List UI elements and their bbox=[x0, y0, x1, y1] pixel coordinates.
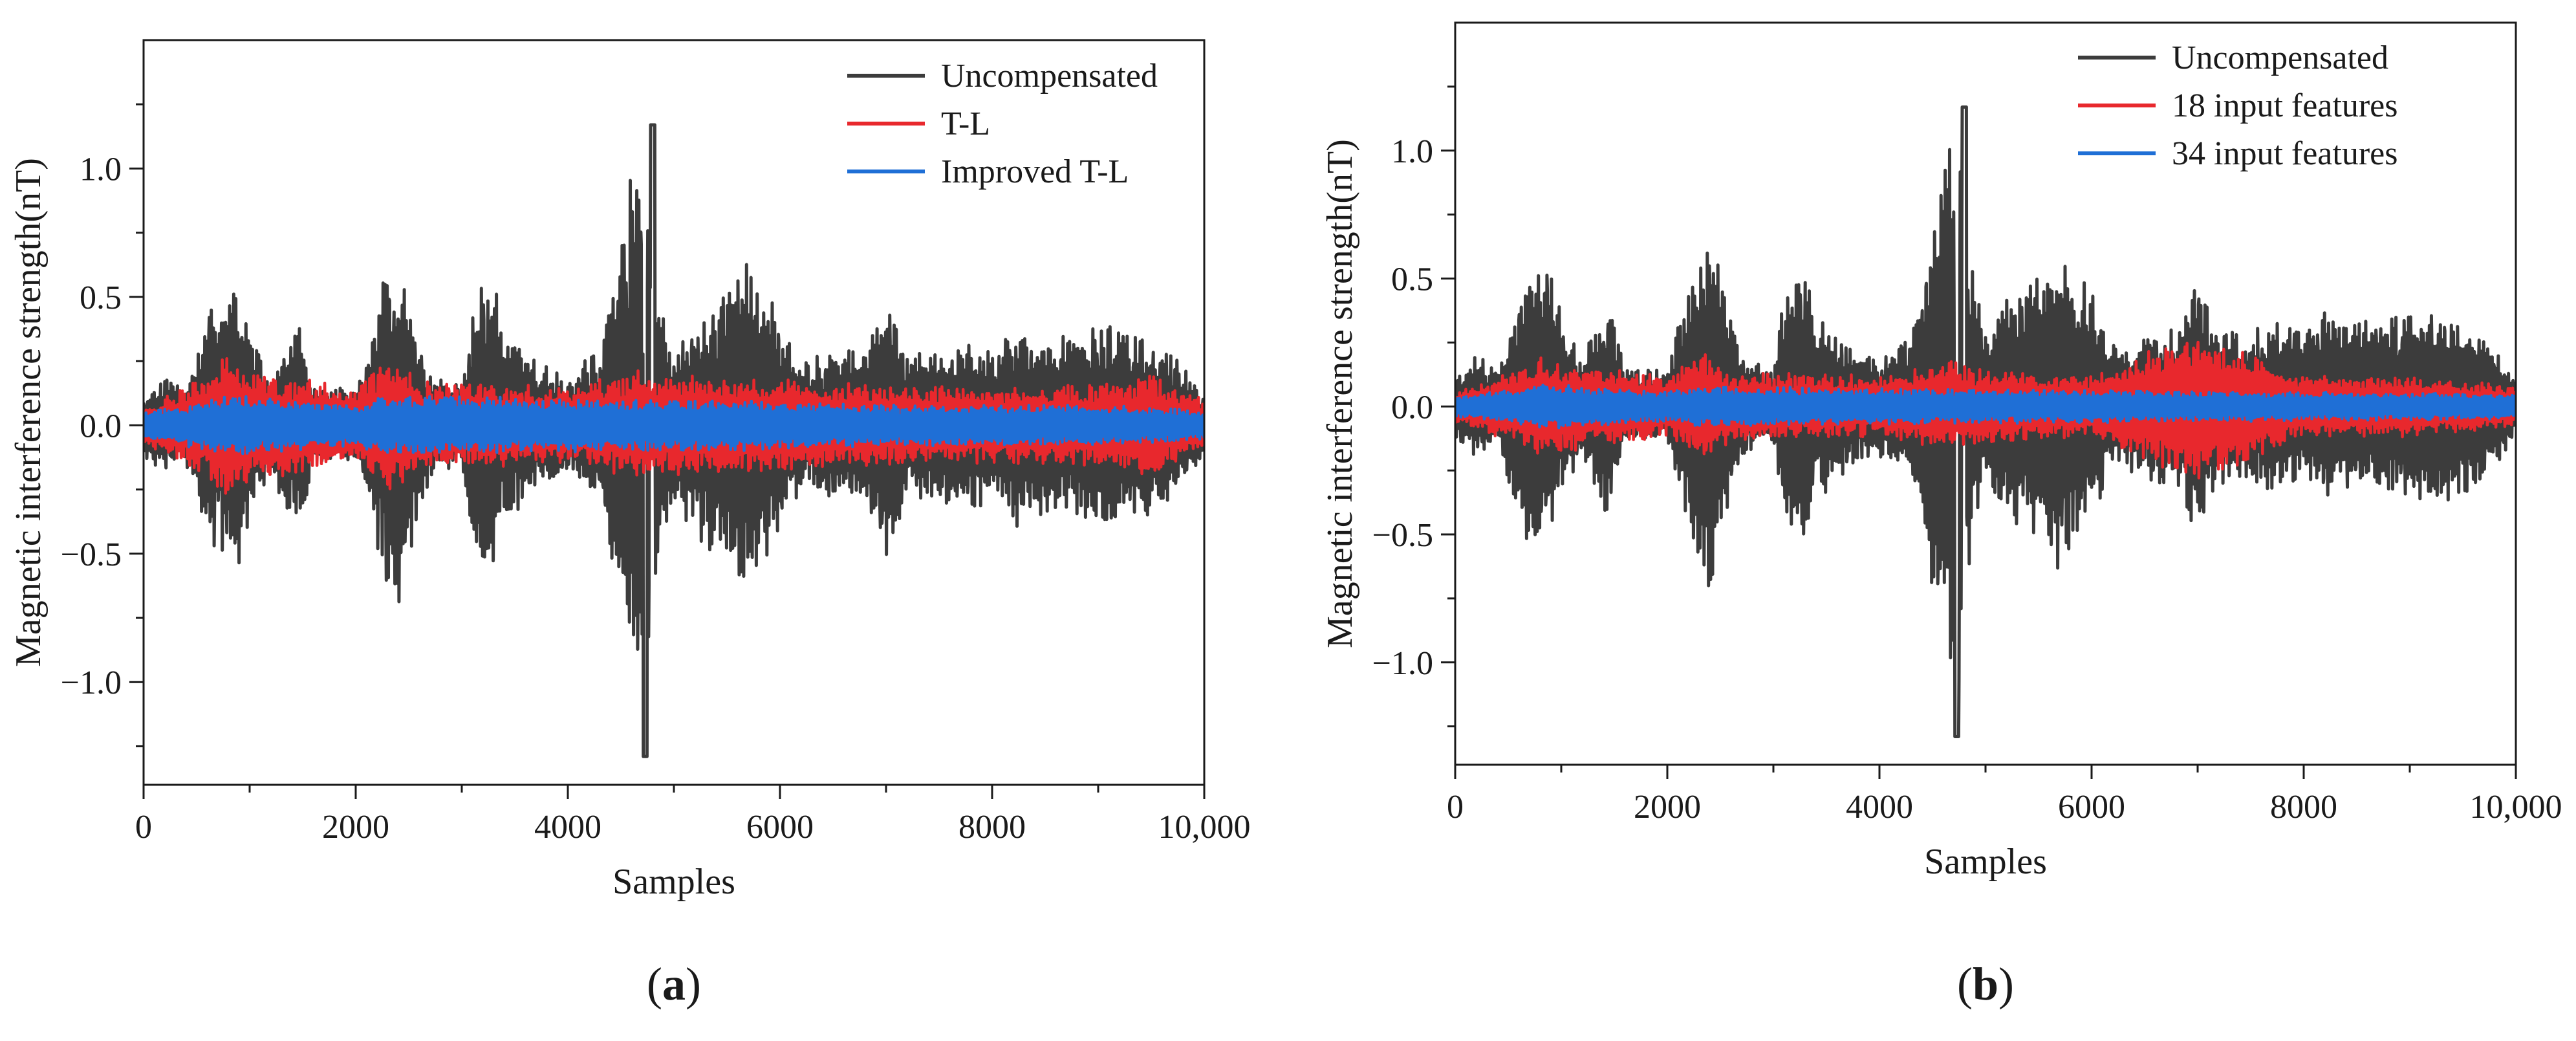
x-tick-label: 8000 bbox=[2270, 789, 2337, 826]
x-tick-label: 6000 bbox=[746, 809, 814, 846]
y-tick-label: 0.0 bbox=[1391, 389, 1433, 426]
legend: Uncompensated T-L Improved T-L bbox=[847, 58, 1158, 190]
panel-label: (b) bbox=[1957, 958, 2014, 1010]
y-tick-label: 1.0 bbox=[80, 151, 122, 188]
x-axis-title: Samples bbox=[1924, 842, 2047, 882]
y-axis-title: Magnetic interference strength(nT) bbox=[8, 158, 49, 667]
legend-label: 18 input features bbox=[2172, 87, 2397, 124]
series-group bbox=[1455, 105, 2516, 738]
series-line-1 bbox=[1455, 105, 2516, 738]
legend-label: T-L bbox=[941, 105, 990, 142]
x-tick-label: 0 bbox=[135, 809, 152, 846]
y-tick-label: −1.0 bbox=[1372, 645, 1433, 682]
chart-panel-b: 0 2000 4000 6000 8000 10,000 −1.0 −0.5 0.0 0.5 1.0… bbox=[1320, 21, 2562, 1010]
legend-label: Uncompensated bbox=[2172, 39, 2388, 76]
y-axis-title: Magnetic interference strength(nT) bbox=[1320, 139, 1360, 648]
series-line-2 bbox=[144, 357, 1204, 495]
y-tick-label: 0.5 bbox=[1391, 261, 1433, 298]
x-tick-label: 4000 bbox=[534, 809, 601, 846]
x-tick-label: 10,000 bbox=[2470, 789, 2562, 826]
x-tick-label: 4000 bbox=[1846, 789, 1913, 826]
y-tick-label: 1.0 bbox=[1391, 133, 1433, 170]
y-tick-label: 0.5 bbox=[80, 279, 122, 316]
x-tick-label: 6000 bbox=[2058, 789, 2125, 826]
series-line-3 bbox=[1455, 383, 2516, 430]
legend-label: Uncompensated bbox=[941, 58, 1158, 94]
x-axis-title: Samples bbox=[612, 862, 735, 902]
y-tick-label: −1.0 bbox=[61, 664, 122, 701]
legend-label: 34 input features bbox=[2172, 135, 2397, 172]
legend-label: Improved T-L bbox=[941, 153, 1129, 190]
x-tick-label: 10,000 bbox=[1158, 809, 1251, 846]
series-group bbox=[144, 123, 1204, 758]
x-tick-label: 0 bbox=[1447, 789, 1464, 826]
panel-label: (a) bbox=[647, 958, 701, 1010]
y-tick-label: −0.5 bbox=[1372, 517, 1433, 554]
chart-panel-a: 0 2000 4000 6000 8000 10,000 −1.0 −0.5 0.0 0.5 1.0… bbox=[8, 39, 1251, 1010]
legend: Uncompensated 18 input features 34 input f… bbox=[2078, 39, 2397, 172]
x-tick-label: 8000 bbox=[958, 809, 1026, 846]
series-line-3 bbox=[144, 395, 1204, 455]
x-tick-label: 2000 bbox=[1634, 789, 1701, 826]
x-tick-label: 2000 bbox=[322, 809, 389, 846]
y-tick-label: −0.5 bbox=[61, 536, 122, 573]
y-tick-label: 0.0 bbox=[80, 408, 122, 444]
